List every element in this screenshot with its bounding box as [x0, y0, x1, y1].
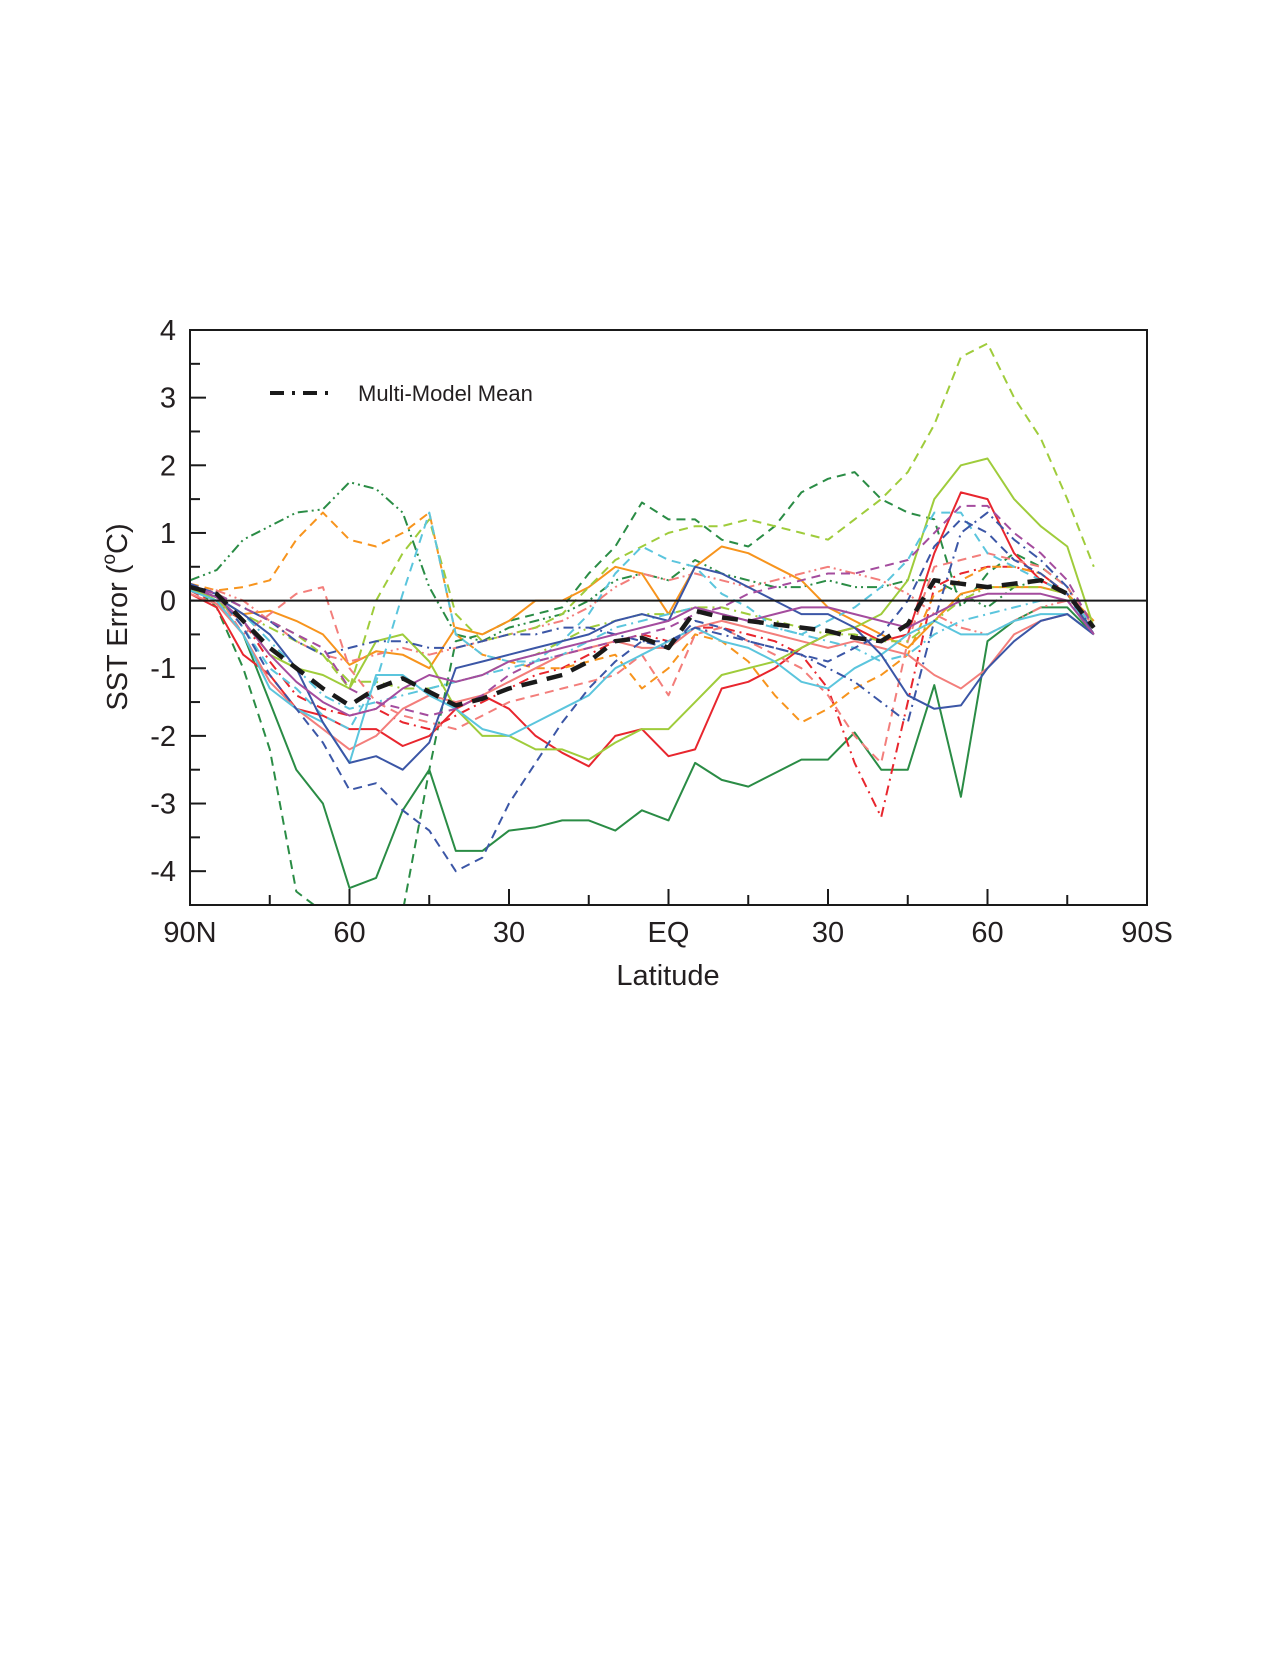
legend-label-mean: Multi-Model Mean: [358, 381, 533, 406]
y-axis-title-degree: o: [99, 554, 120, 565]
x-tick-label: 90N: [163, 917, 216, 949]
y-tick-label: -3: [150, 789, 176, 821]
y-tick-label: 3: [160, 383, 176, 415]
x-tick-label: 90S: [1121, 917, 1173, 949]
series-layer: [190, 342, 1095, 905]
plot-area: [190, 330, 1147, 905]
y-axis: 4 3 2 1 0 -1 -2 -3 -4: [150, 315, 206, 906]
y-tick-label: -1: [150, 653, 176, 685]
y-tick-label: 0: [160, 586, 176, 618]
model-series-line-21: [190, 504, 1095, 717]
x-axis-title: Latitude: [616, 960, 719, 992]
x-tick-label: EQ: [648, 917, 690, 949]
y-tick-label: -4: [150, 856, 176, 888]
x-tick-label: 30: [493, 917, 525, 949]
y-axis-title-main: SST Error (: [102, 564, 134, 710]
model-series-line-15: [190, 511, 1095, 731]
model-series-line-2: [190, 471, 1095, 905]
model-series-line-19: [190, 511, 1095, 724]
model-series-line-12: [190, 342, 1095, 690]
y-tick-label: 1: [160, 518, 176, 550]
model-series-line-17: [190, 565, 1095, 771]
y-tick-label: 2: [160, 450, 176, 482]
model-series-line-20: [190, 586, 1095, 717]
model-series-line-18: [190, 518, 1095, 873]
x-tick-label: 30: [812, 917, 844, 949]
model-series-line-8: [190, 592, 1095, 751]
x-tick-label: 60: [333, 917, 365, 949]
multi-model-mean-line: [190, 578, 1096, 708]
model-series-line-1: [190, 586, 1095, 890]
y-axis-title-unit: C): [102, 523, 134, 554]
y-tick-label: 4: [160, 315, 176, 347]
model-series-line-16: [190, 586, 1095, 710]
x-tick-label: 60: [971, 917, 1003, 949]
mean-layer: [190, 578, 1096, 708]
x-axis: 90N 60 30 EQ 30 60 90S: [163, 889, 1173, 949]
model-series-line-10: [190, 565, 1095, 663]
y-axis-title: SST Error (oC): [99, 523, 134, 710]
legend: Multi-Model Mean: [270, 381, 533, 406]
model-series-line-11: [190, 457, 1095, 761]
y-tick-label: -2: [150, 721, 176, 753]
model-series-line-6: [190, 545, 1095, 670]
